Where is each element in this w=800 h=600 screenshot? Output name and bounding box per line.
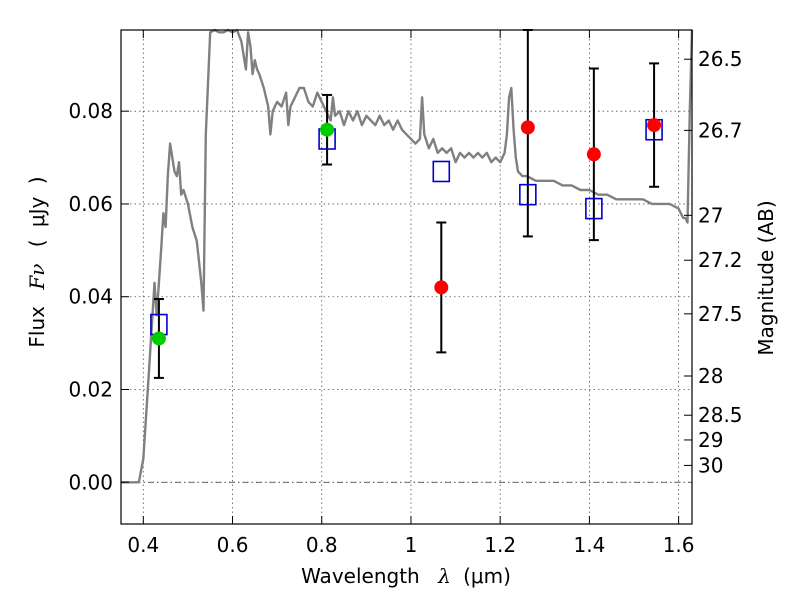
x-axis-title: Wavelength λ (μm) (301, 564, 511, 588)
y2-axis-title: Magnitude (AB) (754, 200, 778, 355)
y-tick-label: 0.00 (68, 470, 113, 494)
x-axis-title-unit: (μm) (463, 564, 511, 588)
y-tick-label: 0.08 (68, 99, 113, 123)
model-flux-square (585, 197, 603, 220)
y-tick-label: 0.06 (68, 192, 113, 216)
x-tick-label: 1.2 (484, 533, 516, 557)
magnitude-tick-label: 27.2 (698, 248, 743, 272)
x-tick-label: 1.4 (573, 533, 605, 557)
magnitude-tick-label: 30 (698, 453, 723, 477)
y-axis-title-unit: μJy (25, 196, 49, 227)
model-flux-square (432, 160, 451, 183)
y-tick-label: 0.04 (68, 285, 113, 309)
plot-frame (120, 29, 693, 525)
magnitude-tick-label: 27 (698, 203, 723, 227)
magnitude-tick-label: 26.7 (698, 118, 743, 142)
x-axis-title-symbol: λ (437, 564, 451, 588)
axis-ticks (121, 30, 692, 524)
detection-point (151, 331, 166, 346)
x-tick-label: 0.8 (306, 533, 338, 557)
model-flux-square (519, 183, 537, 206)
y-axis-title: Flux Fν ( μJy ) (25, 176, 49, 347)
x-tick-label: 1.6 (663, 533, 695, 557)
y-axis-title-symbol: Fν (25, 264, 49, 291)
magnitude-tick-label: 28.5 (698, 403, 743, 427)
x-tick-labels: 0.4 0.6 0.8 1 1.2 1.4 1.6 (127, 533, 694, 557)
measurement-point (434, 280, 449, 295)
detection-point (320, 122, 335, 137)
magnitude-tick-label: 29 (698, 428, 723, 452)
model-band-fluxes (150, 118, 663, 336)
magnitude-tick-label: 26.5 (698, 47, 743, 71)
x-tick-label: 0.4 (127, 533, 159, 557)
y-axis-title-paren-close: ) (25, 176, 49, 184)
y-tick-labels: 0.00 0.02 0.04 0.06 0.08 (68, 99, 113, 494)
model-spectrum-line (121, 28, 694, 484)
x-axis-title-text: Wavelength (301, 564, 420, 588)
magnitude-tick-label: 27.5 (698, 302, 743, 326)
measurement-point (586, 147, 601, 162)
measurement-point (520, 120, 535, 135)
x-tick-label: 1 (405, 533, 418, 557)
x-tick-label: 0.6 (217, 533, 249, 557)
observed-fluxes (151, 118, 662, 346)
measurement-point (647, 118, 662, 133)
magnitude-tick-label: 28 (698, 364, 723, 388)
y-axis-title-text: Flux (25, 306, 49, 348)
y-tick-label: 0.02 (68, 377, 113, 401)
y-axis-title-paren-open: ( (25, 239, 49, 247)
